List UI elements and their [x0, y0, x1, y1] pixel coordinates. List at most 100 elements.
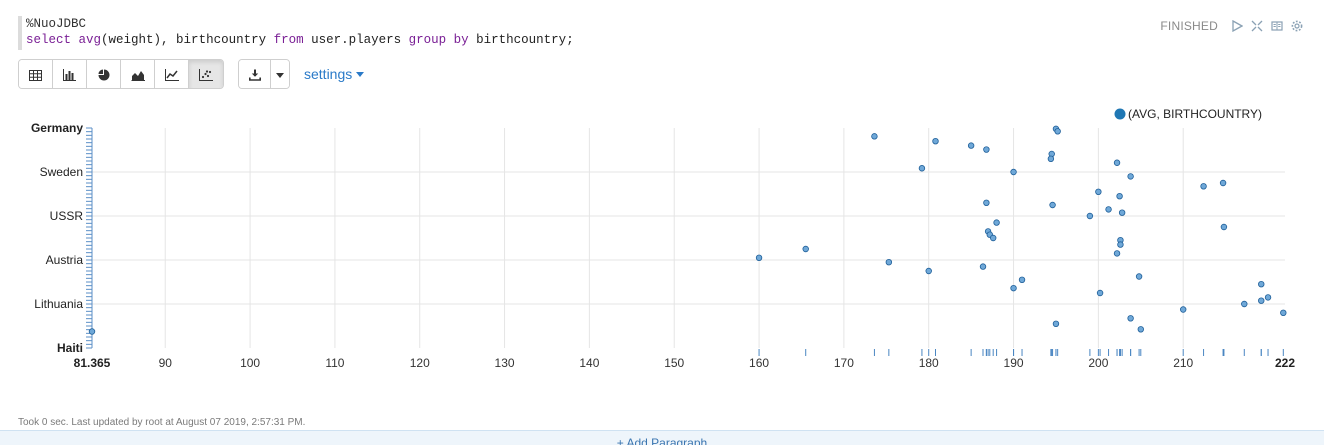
- x-tick-label: 180: [919, 356, 939, 370]
- y-tick-label: Sweden: [40, 165, 83, 179]
- data-point: [979, 263, 987, 270]
- line-view-button[interactable]: [155, 60, 189, 88]
- notebook-paragraph: %NuoJDBC select avg(weight), birthcountr…: [18, 16, 1324, 428]
- line-chart-icon: [164, 69, 179, 81]
- status-text: FINISHED: [1160, 19, 1218, 33]
- data-point: [1258, 297, 1265, 304]
- sql-keyword: from: [273, 33, 304, 47]
- data-point: [802, 245, 809, 253]
- data-point: [1047, 155, 1055, 162]
- data-point: [1241, 300, 1248, 308]
- data-point: [1086, 212, 1094, 220]
- data-point: [967, 142, 975, 149]
- data-point: [1280, 309, 1287, 316]
- add-paragraph-button[interactable]: + Add Paragraph: [0, 430, 1324, 445]
- data-point: [1113, 159, 1121, 166]
- data-point: [1018, 276, 1026, 283]
- legend-marker: [1114, 108, 1126, 120]
- data-point: [1117, 241, 1124, 248]
- legend-label: (AVG, BIRTHCOUNTRY): [1128, 107, 1262, 121]
- data-point: [1220, 223, 1228, 231]
- paragraph-status-bar: FINISHED: [1160, 16, 1324, 36]
- points-layer: [88, 125, 1287, 335]
- x-tick-label: 110: [325, 356, 344, 370]
- table-view-button[interactable]: [19, 60, 53, 88]
- data-point: [993, 219, 1000, 226]
- sql-text: [71, 33, 79, 47]
- data-point: [1180, 306, 1187, 313]
- x-tick-label: 130: [495, 356, 515, 370]
- x-tick-label: 150: [664, 356, 684, 370]
- editor-line-query: select avg(weight), birthcountry from us…: [26, 32, 1078, 48]
- chart-legend[interactable]: (AVG, BIRTHCOUNTRY): [1114, 107, 1263, 121]
- book-icon[interactable]: [1270, 19, 1284, 33]
- x-tick-label: 140: [579, 356, 599, 370]
- settings-label: settings: [304, 66, 353, 82]
- data-point: [1095, 188, 1102, 195]
- data-point: [755, 254, 763, 261]
- x-rug: [758, 349, 1284, 356]
- data-point: [1054, 128, 1061, 135]
- x-tick-label: 170: [834, 356, 854, 370]
- data-point: [1127, 315, 1134, 322]
- sql-keyword: avg: [78, 33, 102, 47]
- code-editor[interactable]: %NuoJDBC select avg(weight), birthcountr…: [18, 16, 1078, 50]
- data-point: [1127, 173, 1134, 180]
- data-point: [1219, 179, 1227, 187]
- sql-keyword: by: [453, 33, 469, 47]
- sql-text: (weight), birthcountry: [101, 33, 274, 47]
- caret-down-icon: [356, 71, 365, 77]
- data-point: [1105, 206, 1112, 213]
- download-dropdown-button[interactable]: [271, 60, 289, 88]
- run-icon[interactable]: [1230, 19, 1244, 33]
- download-icon: [248, 69, 261, 81]
- bar-view-button[interactable]: [53, 60, 87, 88]
- data-point: [1113, 250, 1121, 257]
- data-point: [871, 133, 878, 140]
- data-point: [983, 199, 990, 206]
- y-tick-label: USSR: [50, 209, 84, 223]
- execution-info: Took 0 sec. Last updated by root at Augu…: [18, 417, 306, 428]
- settings-dropdown[interactable]: settings: [304, 59, 365, 89]
- view-button-group: [18, 59, 224, 89]
- data-point: [925, 267, 932, 275]
- data-point: [918, 165, 926, 172]
- sql-text: user.players: [303, 33, 409, 47]
- data-point: [1116, 192, 1123, 200]
- data-point: [1052, 320, 1060, 327]
- y-tick-label: Germany: [31, 121, 83, 135]
- y-tick-label: Haiti: [57, 341, 83, 355]
- x-tick-label: 100: [240, 356, 260, 370]
- download-button-group: [238, 59, 290, 89]
- data-point: [983, 146, 990, 153]
- expand-icon[interactable]: [1250, 19, 1264, 33]
- data-point: [1010, 168, 1017, 176]
- data-point: [885, 258, 893, 266]
- y-axis: Germany Sweden USSR Austria Lithuania Haiti: [31, 121, 93, 355]
- y-tick-label: Austria: [46, 253, 84, 267]
- x-tick-label: 190: [1004, 356, 1024, 370]
- x-min-label: 81.365: [74, 356, 111, 370]
- table-icon: [29, 69, 42, 81]
- data-point: [1264, 294, 1272, 301]
- y-tick-label: Lithuania: [34, 297, 83, 311]
- gear-icon[interactable]: [1290, 19, 1304, 33]
- scatter-chart-icon: [199, 69, 213, 81]
- data-point: [989, 234, 997, 242]
- pie-view-button[interactable]: [87, 60, 121, 88]
- grid-layer: [92, 128, 1285, 348]
- data-point: [1118, 209, 1126, 216]
- x-tick-label: 120: [410, 356, 430, 370]
- download-button[interactable]: [239, 60, 271, 88]
- visualization-toolbar: settings: [18, 59, 365, 89]
- scatter-view-button[interactable]: [189, 60, 223, 88]
- data-point: [1010, 284, 1017, 292]
- data-point: [1096, 289, 1104, 297]
- sql-keyword: group: [408, 33, 447, 47]
- sql-text: birthcountry;: [468, 33, 574, 47]
- x-tick-label: 160: [749, 356, 769, 370]
- editor-line-magic: %NuoJDBC: [26, 17, 87, 31]
- data-point: [1258, 280, 1265, 288]
- caret-down-icon: [276, 72, 284, 78]
- area-view-button[interactable]: [121, 60, 155, 88]
